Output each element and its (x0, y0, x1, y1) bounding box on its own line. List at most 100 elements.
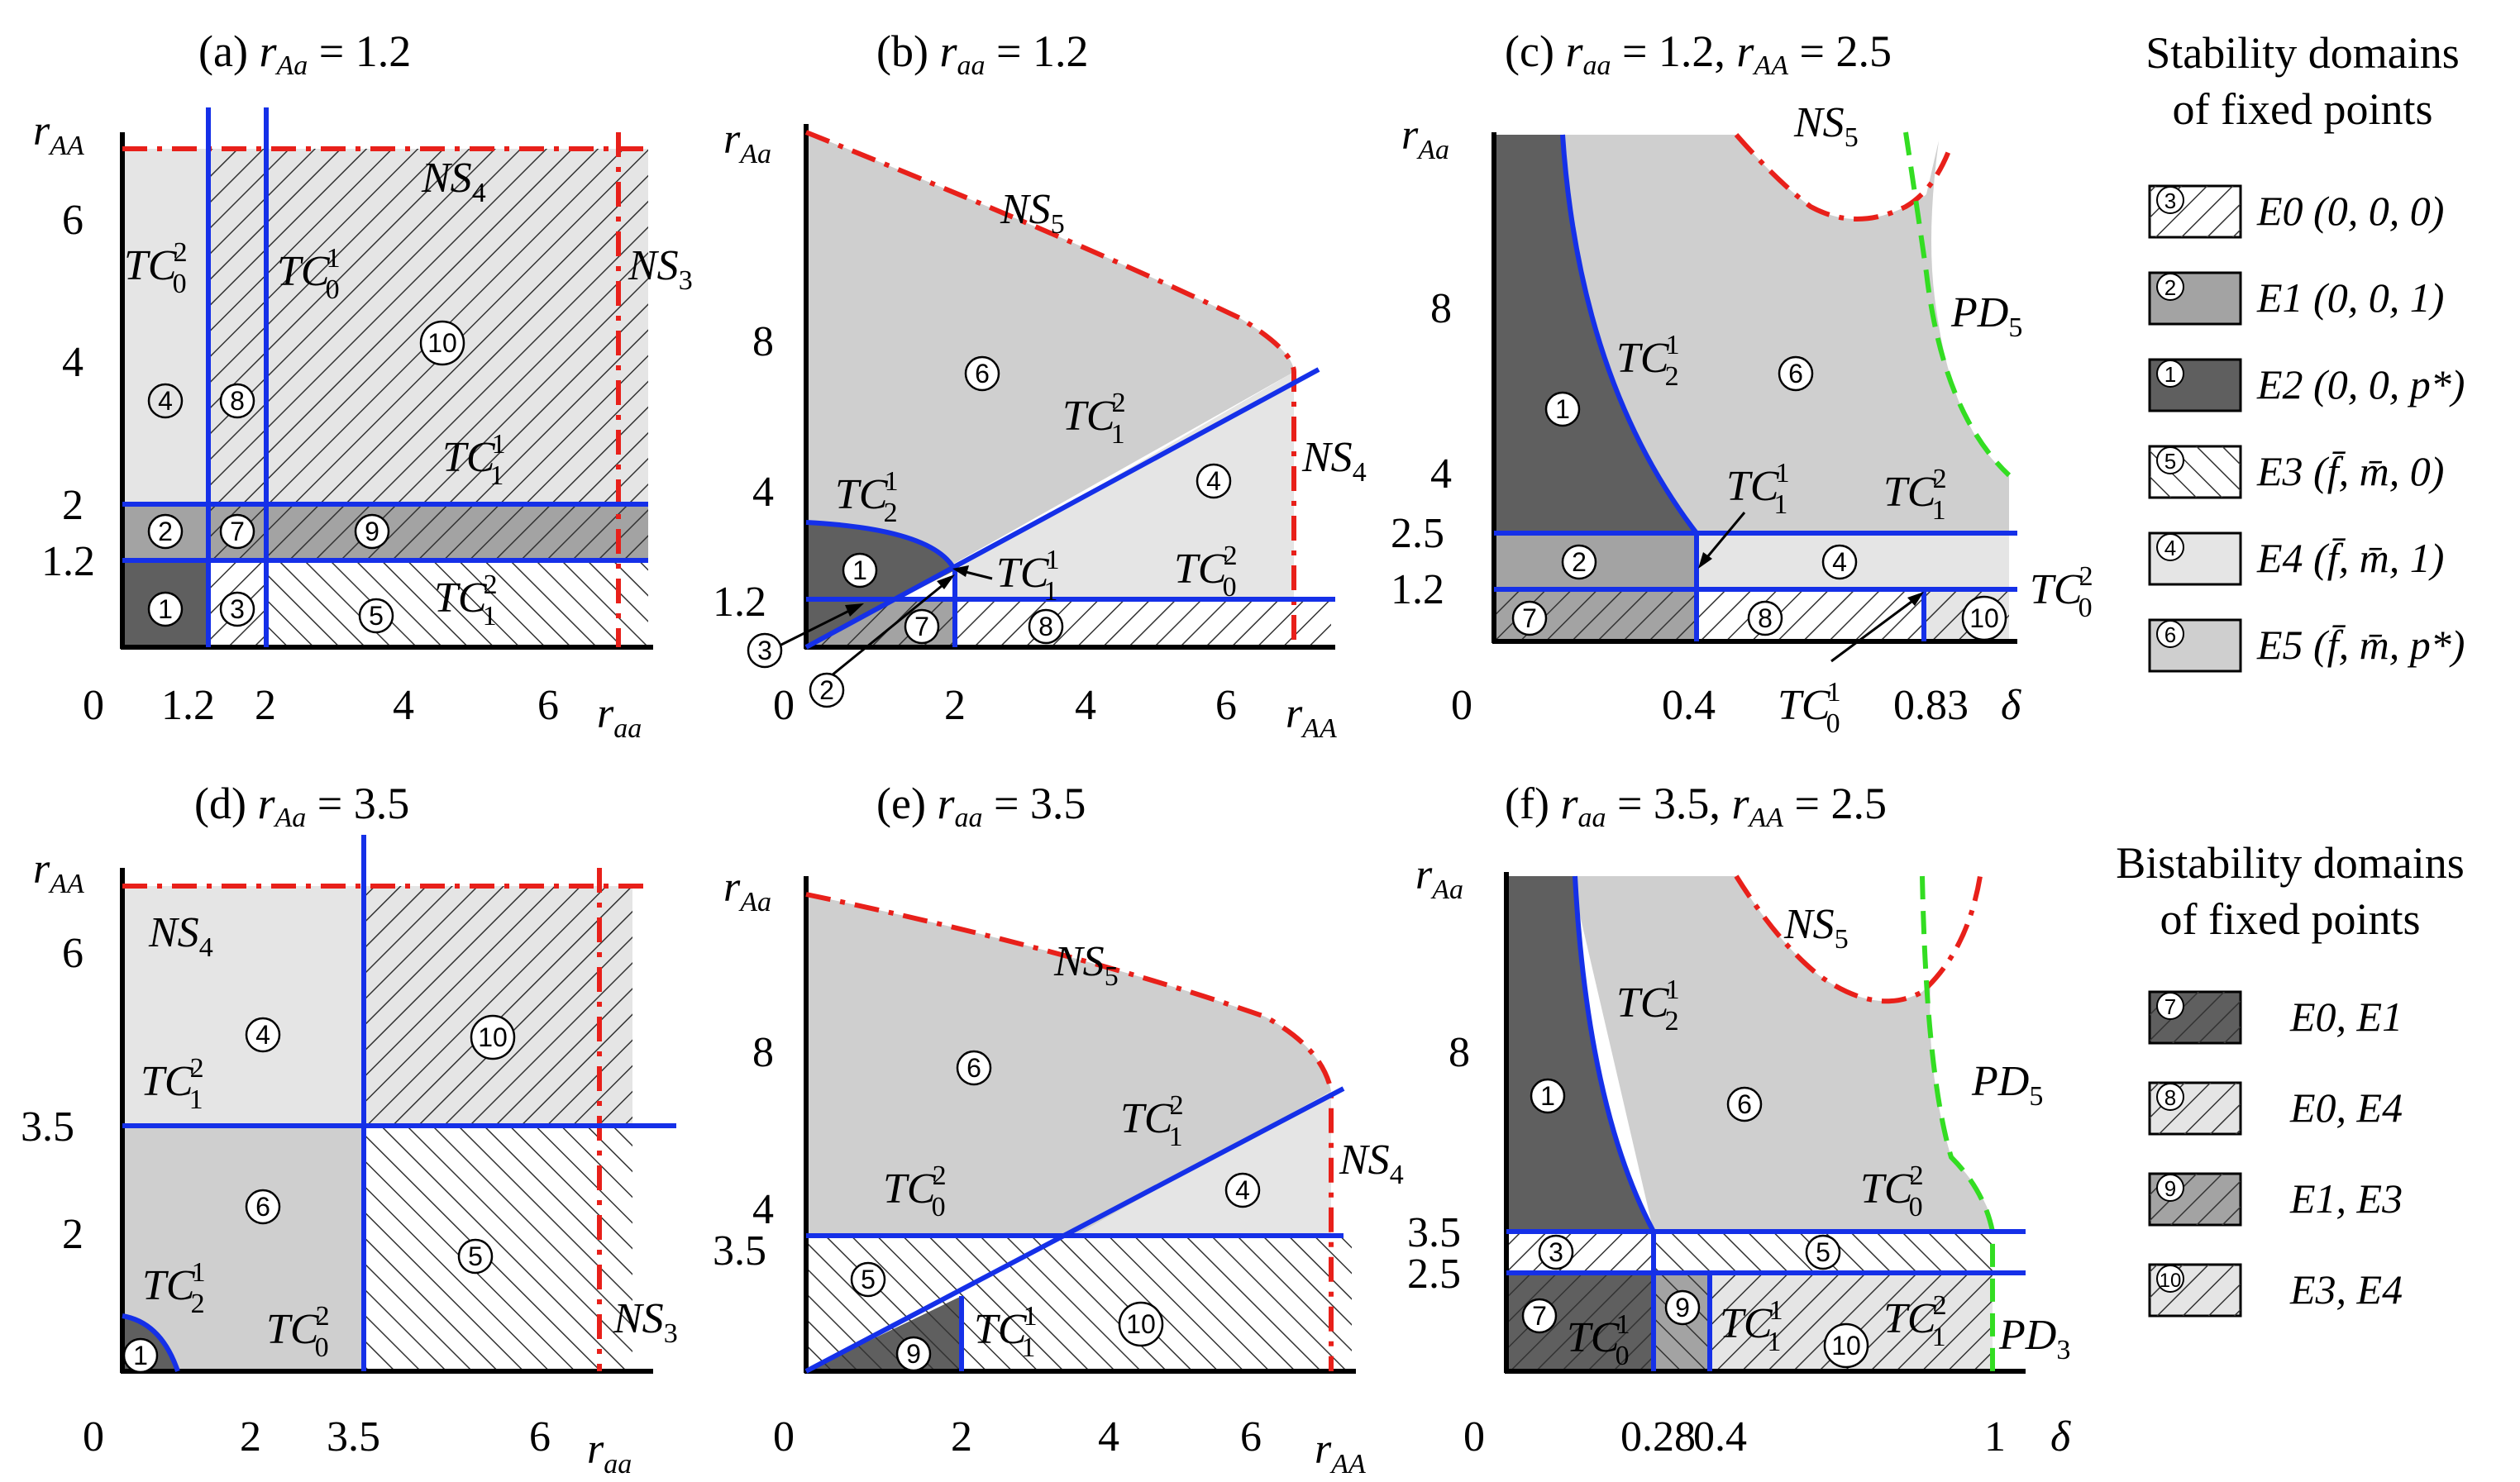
tick-b-x-0: 0 (773, 682, 795, 729)
svg-text:6: 6 (1788, 359, 1803, 388)
svg-text:5: 5 (861, 1265, 876, 1294)
axis-c-x: δ (2001, 682, 2021, 729)
curve-b-TC21 (805, 520, 957, 572)
legend-label-E3-E4: E3, E4 (2289, 1266, 2403, 1313)
svg-text:10: 10 (478, 1022, 508, 1052)
marker-d-1: 1 (122, 1337, 159, 1374)
tick-f-y-2: 2.5 (1407, 1251, 1461, 1298)
panel-e: (e) raa = 3.5 0 2 4 6 rAA 8 4 3.5 rAa NS… (713, 779, 1404, 1480)
tick-c-y-3: 1.2 (1391, 566, 1444, 613)
legend-label-E1-E3: E1, E3 (2289, 1175, 2403, 1222)
svg-text:1: 1 (158, 594, 173, 624)
label-f-TC12: TC2 1 (1883, 1290, 1947, 1352)
axis-b-x: rAA (1286, 690, 1337, 744)
tick-f-y-1: 3.5 (1407, 1209, 1461, 1256)
tick-f-x-3: 1 (1984, 1413, 2006, 1461)
marker-d-5: 5 (457, 1238, 494, 1275)
label-c-TC12: TC2 1 (1883, 464, 1947, 526)
marker-f-10: 10 (1823, 1322, 1869, 1369)
legend-label-E2: E2 (0, 0, p*) (2256, 361, 2465, 407)
marker-b-7: 7 (904, 608, 940, 645)
tick-a-y-3: 1.2 (41, 538, 95, 585)
marker-a-3: 3 (219, 591, 255, 627)
svg-text:4: 4 (2164, 536, 2176, 560)
marker-f-9: 9 (1664, 1289, 1701, 1326)
label-b-TC21: TC1 2 (835, 466, 899, 528)
svg-text:9: 9 (365, 517, 379, 546)
label-d-TC02: TC2 0 (266, 1301, 330, 1363)
marker-c-8: 8 (1747, 600, 1783, 636)
svg-text:5: 5 (2164, 449, 2176, 474)
panel-f-title: (f) raa = 3.5, rAA = 2.5 (1505, 779, 1887, 833)
curve-f-TC21 (1573, 875, 1656, 1233)
curve-c-NS5 (1734, 133, 1954, 222)
legend-bistability-title-2: of fixed points (2160, 894, 2421, 944)
curve-b-NS5-NS4 (804, 130, 1296, 647)
svg-text:1: 1 (852, 555, 867, 585)
label-a-TC11: TC1 1 (442, 429, 504, 491)
svg-text:6: 6 (255, 1192, 270, 1222)
region-b-1 (806, 522, 955, 647)
tick-a-y-1: 4 (62, 339, 84, 386)
legend-label-E3: E3 (f̄, m̄, 0) (2256, 448, 2444, 494)
label-a-TC01: TC1 0 (277, 243, 341, 305)
curve-c-TC21 (1560, 134, 1699, 535)
marker-b-2: 2 (809, 672, 845, 708)
region-e-6 (806, 894, 1331, 1236)
tick-f-x-2: 0.4 (1693, 1413, 1747, 1461)
tick-e-y-2: 3.5 (713, 1227, 766, 1275)
svg-text:3: 3 (230, 594, 245, 624)
marker-b-1: 1 (842, 552, 878, 589)
label-c-TC21: TC1 2 (1616, 330, 1680, 392)
curve-c-PD5 (1903, 131, 2012, 478)
svg-text:1: 1 (1540, 1081, 1555, 1111)
axis-f-y: rAa (1415, 851, 1463, 905)
marker-c-6: 6 (1778, 355, 1814, 392)
curve-e-TC12 (804, 1086, 1345, 1374)
marker-e-9: 9 (895, 1336, 932, 1372)
curve-d-TC21 (122, 1313, 180, 1372)
legend-item-E0-E4: 8 E0, E4 (2148, 1081, 2403, 1136)
svg-text:5: 5 (1816, 1237, 1830, 1267)
tick-b-x-1: 2 (944, 682, 966, 729)
label-d-TC21: TC1 2 (142, 1257, 206, 1319)
tick-d-x-1: 2 (240, 1413, 261, 1461)
label-e-TC12: TC2 1 (1120, 1090, 1184, 1152)
svg-text:10: 10 (1969, 603, 1999, 633)
svg-text:4: 4 (1832, 547, 1847, 577)
axis-d-x: raa (587, 1426, 632, 1480)
svg-text:3: 3 (1549, 1237, 1563, 1267)
legend-label-E0: E0 (0, 0, 0) (2256, 188, 2444, 234)
legend-item-E3: 5 E3 (f̄, m̄, 0) (2148, 445, 2444, 499)
svg-text:7: 7 (1532, 1301, 1547, 1331)
marker-a-7: 7 (219, 513, 255, 550)
svg-text:1: 1 (2164, 362, 2176, 387)
label-a-NS3: NS3 (628, 242, 693, 296)
label-f-TC11: TC1 1 (1720, 1295, 1782, 1357)
tick-e-x-2: 4 (1098, 1413, 1119, 1461)
marker-b-3: 3 (747, 632, 783, 669)
tick-a-y-2: 2 (62, 482, 84, 529)
legend-stability-title-1: Stability domains (2145, 28, 2460, 78)
legend-item-E0-E1: 7 E0, E1 (2148, 990, 2403, 1045)
curve-f-PD5-PD3 (1920, 875, 1995, 1371)
panel-f: (f) raa = 3.5, rAA = 2.5 0 0.28 0.4 (1407, 779, 2071, 1461)
tick-c-y-2: 2.5 (1391, 510, 1444, 557)
tick-b-y-2: 1.2 (713, 579, 766, 626)
svg-text:10: 10 (1126, 1309, 1156, 1339)
svg-text:2: 2 (158, 517, 173, 546)
tick-a-x-0: 0 (83, 682, 104, 729)
tick-d-x-3: 6 (529, 1413, 551, 1461)
svg-text:3: 3 (2164, 188, 2176, 213)
curve-e-NS5-NS4 (805, 892, 1334, 1371)
legend-label-E4: E4 (f̄, m̄, 1) (2256, 535, 2444, 581)
legend-item-E5: 6 E5 (f̄, m̄, p*) (2148, 618, 2465, 673)
svg-text:2: 2 (819, 675, 834, 705)
panel-c-title: (c) raa = 1.2, rAA = 2.5 (1505, 26, 1892, 81)
svg-text:2: 2 (2164, 275, 2176, 300)
tick-d-y-1: 3.5 (21, 1103, 74, 1151)
axis-f-x: δ (2050, 1413, 2071, 1461)
svg-text:10: 10 (427, 328, 457, 358)
label-f-PD5: PD5 (1971, 1058, 2043, 1112)
